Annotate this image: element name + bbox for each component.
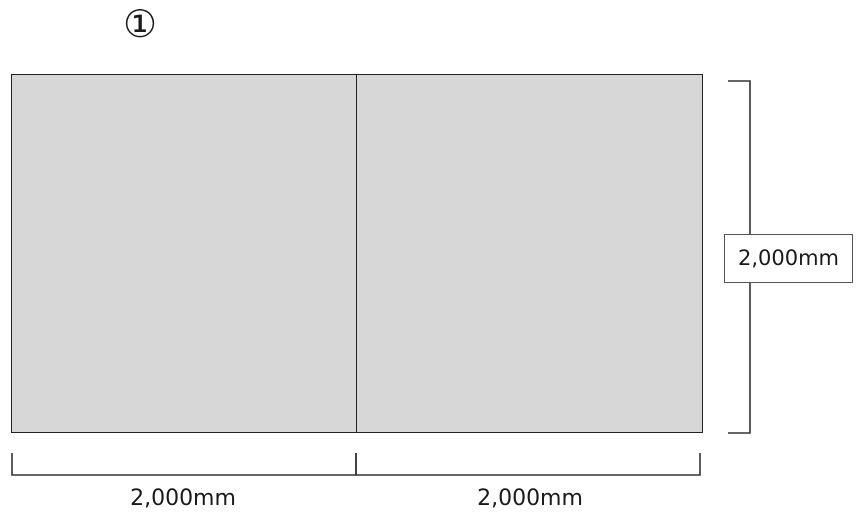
width-right-dimension-label: 2,000mm xyxy=(477,486,583,511)
left-panel-rect xyxy=(11,74,357,433)
height-dimension-label: 2,000mm xyxy=(724,234,853,283)
figure-number-label: ① xyxy=(122,2,158,46)
width-left-dimension-label: 2,000mm xyxy=(130,486,236,511)
width-right-bracket xyxy=(355,453,701,476)
right-panel-rect xyxy=(356,74,703,433)
width-left-bracket xyxy=(11,453,357,476)
